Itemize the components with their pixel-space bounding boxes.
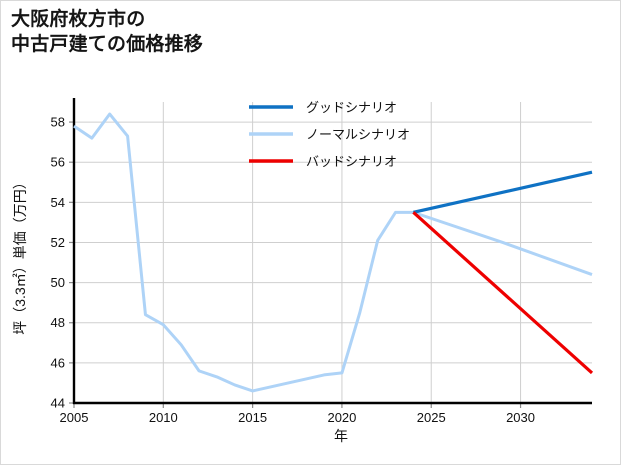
axis-spines-group xyxy=(72,98,592,405)
gridlines-group xyxy=(73,102,592,404)
y-tick-label: 50 xyxy=(51,275,65,290)
x-tick-label: 2010 xyxy=(149,410,178,425)
y-tick-label: 48 xyxy=(51,315,65,330)
legend-label-bad: バッドシナリオ xyxy=(306,154,397,169)
x-tick-label: 2015 xyxy=(238,410,267,425)
legend-label-normal: ノーマルシナリオ xyxy=(306,127,410,142)
series-line-グッドシナリオ xyxy=(413,170,593,214)
series-line-バッドシナリオ xyxy=(412,211,594,375)
page-title: 大阪府枚方市の 中古戸建ての価格推移 xyxy=(11,9,204,55)
x-tick-label: 2030 xyxy=(506,410,535,425)
y-tick-label: 44 xyxy=(51,396,65,411)
y-tick-label: 54 xyxy=(51,195,65,210)
x-tick-label: 2020 xyxy=(327,410,356,425)
x-axis-title: 年 xyxy=(334,428,348,444)
x-tick-label: 2005 xyxy=(60,410,89,425)
legend-label-good: グッドシナリオ xyxy=(306,100,397,115)
x-tick-label: 2025 xyxy=(417,410,446,425)
y-tick-label: 56 xyxy=(51,155,65,170)
tickmarks-group xyxy=(69,121,522,408)
y-tick-label: 46 xyxy=(51,355,65,370)
y-tick-labels-group: 44 46 48 50 52 54 56 58 xyxy=(51,115,65,411)
y-tick-label: 58 xyxy=(51,115,65,130)
series-line-ノーマルシナリオ xyxy=(73,112,593,393)
data-series-group xyxy=(73,112,594,393)
x-tick-labels-group: 2005 2010 2015 2020 2025 2030 xyxy=(60,410,535,425)
y-axis-title: 坪（3.3㎡）単価（万円） xyxy=(12,175,28,334)
y-tick-label: 52 xyxy=(51,235,65,250)
